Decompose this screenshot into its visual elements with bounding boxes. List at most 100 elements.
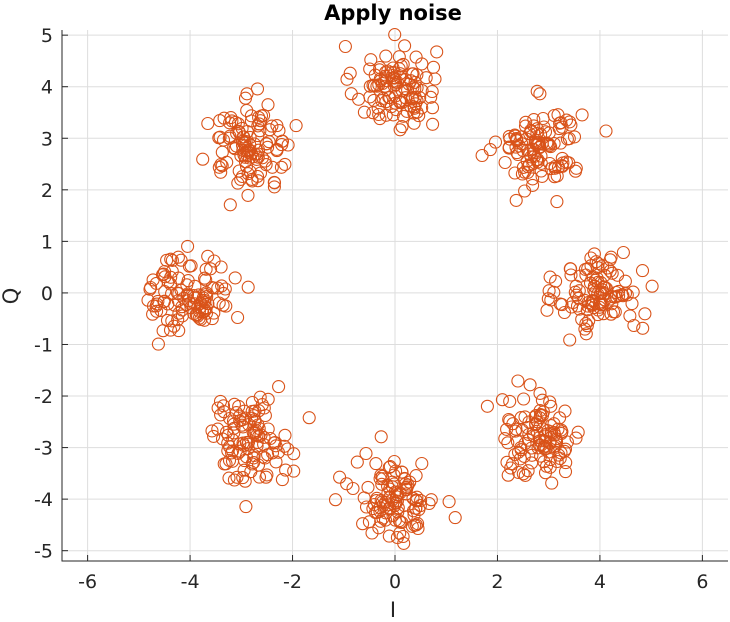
data-point [527, 119, 541, 133]
data-point [382, 460, 396, 474]
data-point [442, 495, 456, 509]
data-point [252, 429, 266, 443]
data-point [399, 73, 413, 87]
data-point [522, 427, 536, 442]
data-point [255, 151, 269, 165]
data-point [510, 434, 524, 449]
data-point [357, 105, 371, 119]
data-point [333, 470, 347, 484]
data-point [164, 252, 178, 266]
data-point [230, 470, 244, 484]
x-tick-label: -6 [78, 571, 97, 593]
data-point [533, 87, 547, 101]
data-point [379, 49, 393, 63]
data-point [368, 68, 382, 82]
data-point [243, 130, 257, 144]
data-point [508, 166, 522, 180]
data-point [157, 267, 171, 281]
data-point [534, 438, 548, 453]
data-point [597, 280, 611, 294]
data-point [448, 511, 462, 525]
data-point [519, 115, 533, 129]
data-point [558, 442, 573, 456]
data-point [488, 135, 503, 149]
y-axis-label: Q [0, 288, 23, 305]
data-point [526, 142, 540, 156]
data-point [385, 480, 399, 494]
data-point [534, 156, 548, 170]
data-point [516, 467, 530, 481]
data-point [225, 454, 240, 468]
data-point [536, 422, 550, 436]
data-point [408, 518, 422, 532]
data-point [518, 184, 532, 198]
data-point [231, 176, 245, 190]
data-point [581, 296, 595, 310]
data-point [216, 399, 231, 413]
data-point [216, 298, 230, 312]
data-point [372, 107, 386, 122]
data-point [543, 270, 557, 284]
data-point [191, 309, 205, 323]
data-point [599, 281, 613, 295]
data-point [531, 137, 545, 151]
data-point [392, 62, 406, 76]
data-point [636, 321, 650, 335]
data-point [181, 294, 195, 308]
data-point [540, 303, 554, 317]
data-point [533, 404, 547, 418]
data-point [533, 386, 547, 400]
data-point [373, 501, 387, 515]
data-point [620, 288, 634, 302]
data-point [241, 442, 255, 456]
data-point [205, 424, 219, 438]
data-point [374, 430, 388, 444]
data-point [275, 134, 290, 148]
data-point [498, 432, 512, 446]
data-point [250, 82, 265, 96]
y-tick-label: 0 [41, 283, 53, 305]
data-point [410, 105, 424, 119]
data-point [274, 160, 288, 174]
data-point [419, 71, 433, 85]
data-point [393, 123, 407, 137]
data-point [237, 463, 251, 477]
data-point [623, 309, 637, 323]
data-point [524, 441, 539, 455]
data-point [289, 119, 303, 133]
data-point [141, 293, 155, 307]
data-point [408, 90, 422, 104]
data-point [196, 152, 210, 166]
data-point [165, 287, 179, 301]
data-point [238, 474, 252, 488]
data-point [530, 84, 544, 98]
data-point [399, 510, 413, 524]
data-point [211, 422, 225, 436]
data-point [562, 132, 576, 146]
x-axis-label: I [390, 598, 396, 622]
data-point [544, 140, 558, 154]
data-point [430, 45, 444, 59]
data-point [350, 455, 364, 469]
y-tick-label: -1 [34, 334, 53, 356]
data-point [146, 307, 160, 321]
data-point [231, 117, 245, 131]
data-point [557, 305, 572, 320]
data-point [388, 28, 402, 42]
data-point [580, 303, 594, 317]
data-point [407, 101, 421, 115]
data-point [278, 428, 292, 442]
data-point [412, 502, 426, 517]
data-point [635, 264, 650, 278]
data-point [571, 425, 585, 439]
data-point [172, 306, 186, 320]
data-point [252, 404, 266, 418]
data-point [569, 431, 583, 445]
data-point [250, 169, 265, 183]
data-point [239, 500, 253, 514]
data-point [567, 130, 582, 144]
data-point [572, 284, 586, 298]
y-tick-label: 3 [41, 128, 53, 150]
data-point [366, 78, 380, 92]
data-point [197, 304, 212, 318]
